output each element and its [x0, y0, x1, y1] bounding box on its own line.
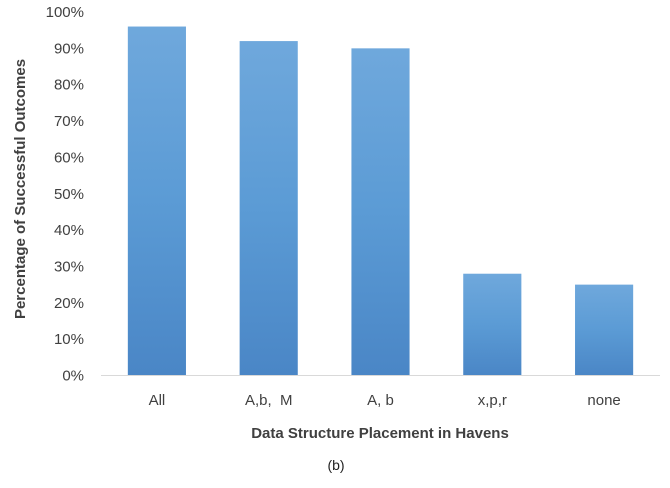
bar: [239, 41, 298, 376]
y-tick-label: 90%: [54, 40, 84, 57]
y-axis-ticks: 0% 10% 20% 30% 40% 50% 60% 70% 80% 90% 100%: [46, 4, 84, 385]
y-tick-label: 10%: [54, 331, 84, 348]
bar: [351, 48, 410, 376]
bars: [127, 26, 634, 376]
x-tick-label: All: [149, 392, 166, 409]
y-tick-label: 100%: [46, 4, 84, 21]
y-tick-label: 40%: [54, 222, 84, 239]
bar: [127, 26, 186, 376]
y-tick-label: 60%: [54, 149, 84, 166]
y-tick-label: 80%: [54, 77, 84, 94]
x-tick-label: x,p,r: [478, 392, 507, 409]
x-axis-ticks: All A,b, M A, b x,p,r none: [149, 392, 621, 409]
x-tick-label: A,b, M: [245, 392, 293, 409]
y-tick-label: 70%: [54, 113, 84, 130]
bar: [575, 284, 634, 376]
y-tick-label: 30%: [54, 258, 84, 275]
x-axis-title: Data Structure Placement in Havens: [251, 425, 509, 442]
y-tick-label: 50%: [54, 186, 84, 203]
x-tick-label: A, b: [367, 392, 394, 409]
y-tick-label: 0%: [62, 368, 84, 385]
bar: [463, 273, 522, 376]
y-axis-title: Percentage of Successful Outcomes: [12, 59, 29, 319]
figure-caption: (b): [327, 457, 344, 473]
x-tick-label: none: [587, 392, 620, 409]
y-tick-label: 20%: [54, 295, 84, 312]
